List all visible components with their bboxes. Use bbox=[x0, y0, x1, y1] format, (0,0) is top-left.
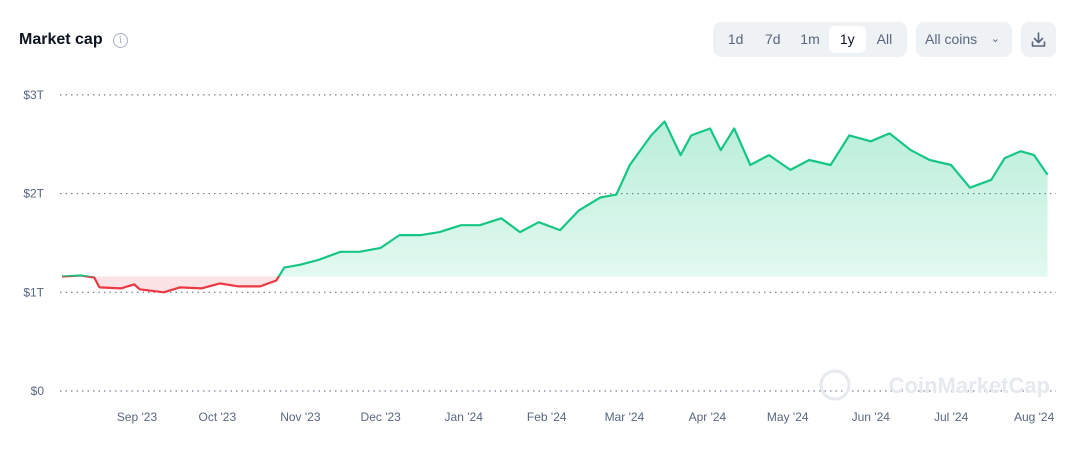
range-all[interactable]: All bbox=[876, 31, 893, 47]
range-7d[interactable]: 7d bbox=[765, 31, 781, 47]
watermark: CoinMarketCap bbox=[889, 373, 1050, 398]
page-title: Market cap bbox=[19, 31, 103, 48]
info-icon[interactable]: i bbox=[113, 33, 128, 48]
x-tick-label: Oct '23 bbox=[199, 410, 237, 424]
x-tick-label: Apr '24 bbox=[689, 410, 727, 424]
coin-filter-dropdown[interactable]: All coins ⌄ bbox=[916, 22, 1012, 57]
download-button[interactable] bbox=[1021, 22, 1056, 57]
series-line-up bbox=[61, 120, 1049, 277]
area-fill-down bbox=[62, 276, 1048, 293]
chevron-down-icon: ⌄ bbox=[990, 33, 1000, 45]
x-tick-label: Feb '24 bbox=[527, 410, 567, 424]
x-tick-label: Sep '23 bbox=[117, 410, 158, 424]
series-line-down bbox=[62, 276, 281, 294]
x-tick-label: Aug '24 bbox=[1014, 410, 1055, 424]
range-selector: 1d 7d 1m 1y All bbox=[713, 22, 907, 57]
x-tick-label: Mar '24 bbox=[605, 410, 645, 424]
coin-filter-label: All coins bbox=[925, 31, 978, 47]
range-1d[interactable]: 1d bbox=[727, 31, 744, 47]
x-tick-label: Jul '24 bbox=[934, 410, 969, 424]
y-tick-label: $2T bbox=[23, 187, 44, 201]
y-tick-label: $3T bbox=[23, 88, 44, 102]
x-tick-label: Jan '24 bbox=[445, 410, 484, 424]
y-tick-label: $1T bbox=[23, 285, 44, 299]
area-fill-up bbox=[62, 121, 1048, 277]
coinmarketcap-logo-icon bbox=[819, 369, 851, 401]
x-tick-label: Jun '24 bbox=[852, 410, 891, 424]
range-1y[interactable]: 1y bbox=[828, 26, 866, 53]
y-tick-label: $0 bbox=[31, 384, 45, 398]
x-tick-label: Dec '23 bbox=[361, 410, 402, 424]
download-icon bbox=[1031, 32, 1046, 47]
x-tick-label: May '24 bbox=[767, 410, 809, 424]
x-tick-label: Nov '23 bbox=[280, 410, 321, 424]
range-1m[interactable]: 1m bbox=[800, 31, 820, 47]
